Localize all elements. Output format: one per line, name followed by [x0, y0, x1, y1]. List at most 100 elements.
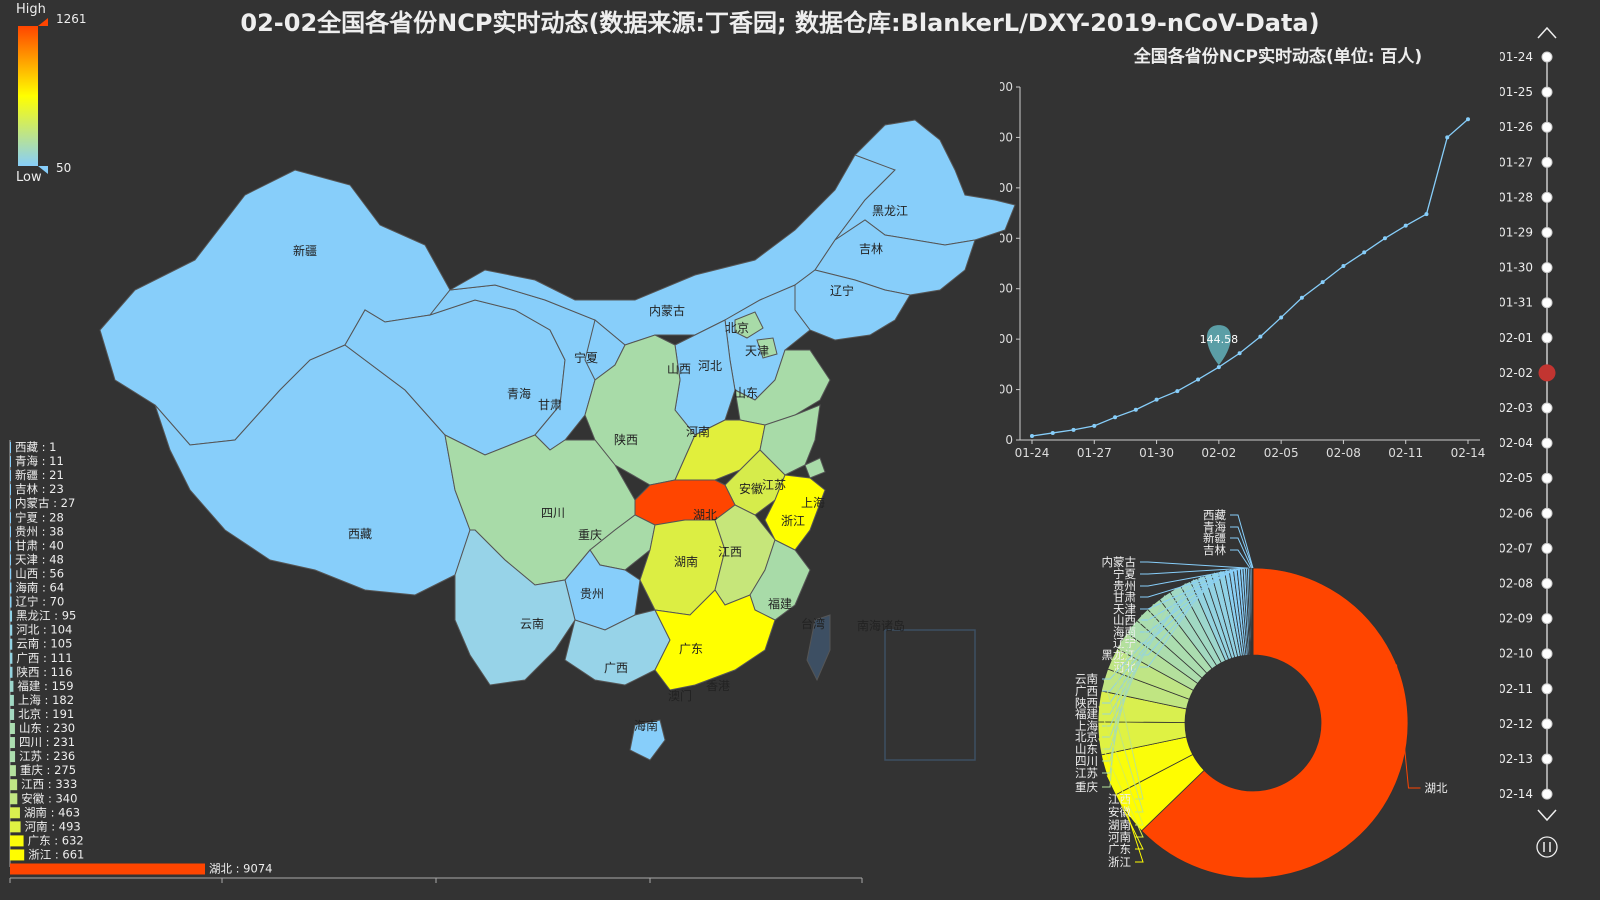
bar-16[interactable]: [10, 666, 13, 678]
timeline-label-13[interactable]: 02-06: [1500, 506, 1533, 520]
timeline-label-3[interactable]: 01-27: [1500, 155, 1533, 169]
timeline-label-18[interactable]: 02-11: [1500, 682, 1533, 696]
bar-23[interactable]: [10, 765, 16, 777]
timeline-label-20[interactable]: 02-13: [1500, 752, 1533, 766]
timeline-node-3[interactable]: [1541, 156, 1553, 168]
line-point[interactable]: [1279, 315, 1284, 320]
line-point[interactable]: [1403, 223, 1408, 228]
timeline-node-0[interactable]: [1541, 51, 1553, 63]
line-chart[interactable]: 全国各省份NCP实时动态(单位: 百人) 0 100 200 300 400 500 600…: [1000, 40, 1500, 480]
line-point[interactable]: [1196, 377, 1201, 382]
visual-map-low-handle[interactable]: [38, 166, 48, 174]
bar-28[interactable]: [10, 835, 24, 847]
timeline-node-13[interactable]: [1541, 507, 1553, 519]
line-point[interactable]: [1445, 135, 1450, 140]
region-hainan[interactable]: [629, 719, 666, 761]
region-beijing[interactable]: [734, 311, 764, 339]
timeline-label-10[interactable]: 02-03: [1500, 401, 1533, 415]
bar-8[interactable]: [10, 554, 12, 566]
timeline-label-1[interactable]: 01-25: [1500, 85, 1533, 99]
bar-5[interactable]: [10, 512, 11, 524]
visual-map-gradient[interactable]: [14, 0, 104, 190]
line-point[interactable]: [1154, 397, 1159, 402]
line-point[interactable]: [1258, 334, 1263, 339]
timeline[interactable]: 01-24 01-25 01-26 01-27 01-28 01-29 01-30 01-31…: [1500, 20, 1600, 900]
bar-13[interactable]: [10, 624, 13, 636]
bar-15[interactable]: [10, 652, 13, 664]
region-tianjin[interactable]: [756, 337, 778, 359]
bar-9[interactable]: [10, 568, 12, 580]
bar-22[interactable]: [10, 751, 16, 763]
region-shanxi[interactable]: [674, 319, 736, 436]
bar-3[interactable]: [10, 484, 11, 496]
line-point[interactable]: [1341, 264, 1346, 269]
timeline-label-6[interactable]: 01-30: [1500, 261, 1533, 275]
visual-map-high-handle[interactable]: [38, 18, 48, 26]
timeline-node-4[interactable]: [1541, 191, 1553, 203]
timeline-node-11[interactable]: [1541, 437, 1553, 449]
line-point[interactable]: [1299, 295, 1304, 300]
timeline-node-19[interactable]: [1541, 718, 1553, 730]
bar-29[interactable]: [10, 849, 25, 861]
bar-7[interactable]: [10, 540, 11, 552]
line-point[interactable]: [1050, 430, 1055, 435]
bar-6[interactable]: [10, 526, 11, 538]
line-point[interactable]: [1133, 407, 1138, 412]
timeline-next-icon[interactable]: [1537, 809, 1557, 822]
line-point[interactable]: [1175, 389, 1180, 394]
line-point[interactable]: [1113, 415, 1118, 420]
timeline-label-4[interactable]: 01-28: [1500, 190, 1533, 204]
timeline-label-19[interactable]: 02-12: [1500, 717, 1533, 731]
region-taiwan[interactable]: [806, 614, 831, 682]
timeline-node-8[interactable]: [1541, 332, 1553, 344]
timeline-label-8[interactable]: 02-01: [1500, 331, 1533, 345]
timeline-node-21[interactable]: [1541, 788, 1553, 800]
region-guangdong[interactable]: [654, 589, 776, 691]
bar-12[interactable]: [10, 610, 13, 622]
timeline-label-16[interactable]: 02-09: [1500, 612, 1533, 626]
bar-20[interactable]: [10, 723, 15, 734]
timeline-node-5[interactable]: [1541, 227, 1553, 238]
timeline-prev-icon[interactable]: [1537, 26, 1557, 39]
timeline-label-5[interactable]: 01-29: [1500, 226, 1533, 240]
bar-1[interactable]: [10, 456, 11, 468]
timeline-label-15[interactable]: 02-08: [1500, 577, 1533, 591]
region-heilongjiang[interactable]: [834, 119, 1016, 246]
timeline-node-10[interactable]: [1541, 402, 1553, 414]
visual-map-bar[interactable]: [18, 26, 38, 166]
bar-0[interactable]: [10, 442, 11, 453]
line-point[interactable]: [1362, 250, 1367, 255]
timeline-label-21[interactable]: 02-14: [1500, 787, 1533, 801]
timeline-node-16[interactable]: [1541, 613, 1553, 625]
timeline-node-9[interactable]: [1538, 364, 1556, 382]
timeline-node-1[interactable]: [1541, 86, 1553, 98]
line-point[interactable]: [1071, 427, 1076, 432]
timeline-node-15[interactable]: [1541, 578, 1553, 589]
bar-27[interactable]: [10, 821, 21, 833]
line-point[interactable]: [1030, 433, 1034, 438]
timeline-node-6[interactable]: [1541, 262, 1553, 274]
line-point[interactable]: [1216, 365, 1221, 370]
timeline-label-11[interactable]: 02-04: [1500, 436, 1533, 450]
pie-chart[interactable]: 西藏青海新疆吉林内蒙古宁夏贵州甘肃天津山西海南辽宁黑龙江河北云南广西陕西福建上海…: [1040, 505, 1470, 900]
region-zhejiang[interactable]: [764, 474, 826, 551]
timeline-pause-button[interactable]: [1536, 836, 1558, 858]
pause-icon[interactable]: [1536, 836, 1558, 858]
bar-18[interactable]: [10, 694, 14, 706]
timeline-node-14[interactable]: [1541, 542, 1553, 554]
timeline-label-9[interactable]: 02-02: [1500, 366, 1533, 380]
line-point[interactable]: [1237, 351, 1242, 356]
visual-map-legend[interactable]: High Low 1261 50: [14, 0, 104, 190]
line-point[interactable]: [1424, 212, 1429, 217]
timeline-node-17[interactable]: [1541, 648, 1553, 660]
line-series[interactable]: [1031, 118, 1469, 437]
timeline-node-7[interactable]: [1541, 297, 1553, 309]
timeline-label-0[interactable]: 01-24: [1500, 50, 1533, 64]
bar-17[interactable]: [10, 680, 14, 692]
bar-11[interactable]: [10, 596, 12, 608]
bar-25[interactable]: [10, 793, 18, 805]
timeline-node-2[interactable]: [1541, 121, 1553, 133]
pie-slice-30[interactable]: [1141, 567, 1409, 879]
